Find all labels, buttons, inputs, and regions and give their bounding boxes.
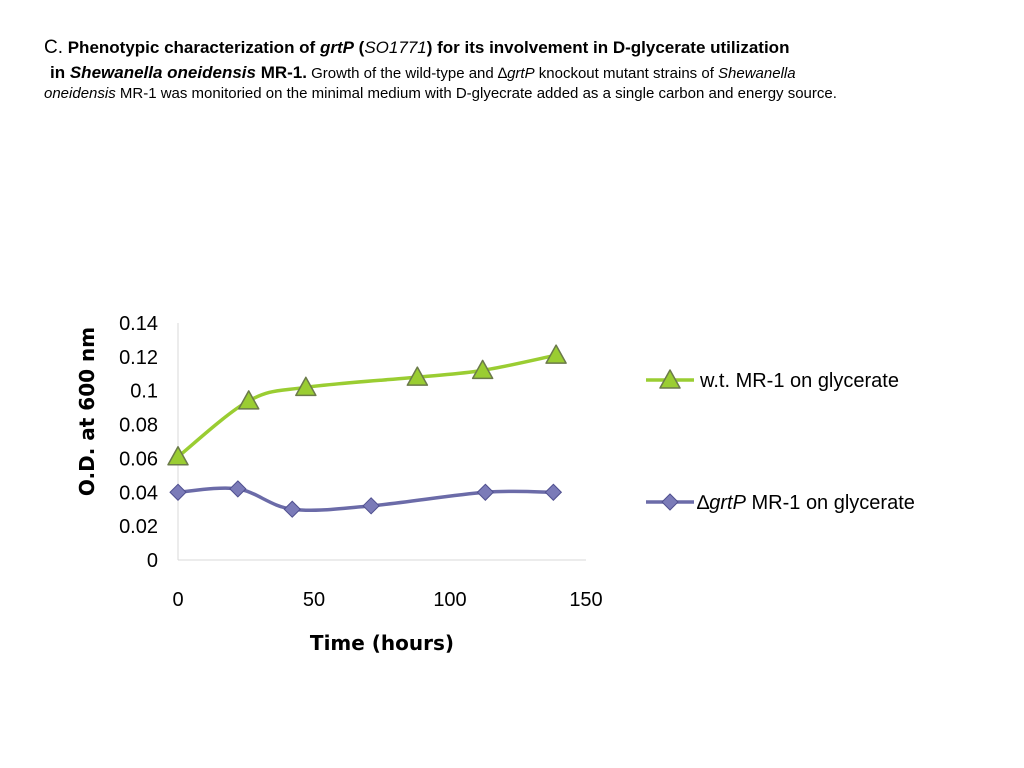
x-tick-label: 100 <box>433 589 466 611</box>
data-point-triangle <box>237 390 260 410</box>
legend-marker-diamond <box>661 493 679 511</box>
data-point-diamond <box>283 500 301 518</box>
x-tick-label: 50 <box>303 589 325 611</box>
y-tick-label: 0.02 <box>119 516 158 538</box>
data-point-diamond <box>229 480 247 498</box>
data-point-diamond <box>476 483 495 501</box>
y-tick-label: 0 <box>147 550 158 572</box>
y-tick-label: 0.06 <box>119 448 158 470</box>
caption-organism: Shewanella oneidensis <box>69 63 256 82</box>
chart-axes: 0 0.02 0.04 0.06 0.08 0.1 0.12 0.14 0 50 100 150 Tim… <box>75 313 603 655</box>
caption-text-6: Growth of the wild-type and <box>306 65 498 82</box>
caption-title-5: MR-1. <box>255 63 307 82</box>
data-point-diamond <box>544 483 563 501</box>
data-point-triangle <box>471 359 494 380</box>
caption-title-2: ( <box>353 38 365 57</box>
y-tick-label: 0.08 <box>119 415 158 437</box>
data-point-triangle <box>406 366 429 386</box>
caption-title-4: in <box>50 63 70 82</box>
caption-line-1: C. Phenotypic characterization of grtP (… <box>44 36 1004 61</box>
y-axis-title: O.D. at 600 nm <box>75 327 99 496</box>
series-line-1 <box>176 353 558 459</box>
caption-title-1: Phenotypic characterization of <box>63 38 320 57</box>
caption-organism-2b: oneidensis <box>44 85 116 102</box>
x-tick-label: 0 <box>172 589 183 611</box>
data-point-diamond <box>362 497 380 515</box>
caption-locus: SO1771 <box>364 38 427 57</box>
legend-label-1: w.t. MR-1 on glycerate <box>699 370 899 392</box>
data-point-diamond <box>169 483 187 501</box>
data-point-triangle <box>167 445 189 466</box>
data-point-triangle <box>295 376 317 397</box>
caption-title-3: ) for its involvement in D-glycerate uti… <box>426 38 790 57</box>
y-tick-label: 0.04 <box>119 482 158 504</box>
figure-caption: C. Phenotypic characterization of grtP (… <box>44 36 1004 104</box>
caption-delta: ∆ <box>497 65 508 82</box>
caption-text-7: knockout mutant strains of <box>534 65 719 82</box>
data-point-triangle <box>545 344 567 364</box>
x-tick-label: 150 <box>569 589 602 611</box>
caption-gene-2: grtP <box>507 65 535 82</box>
caption-organism-2a: Shewanella <box>718 65 796 82</box>
caption-line-2: in Shewanella oneidensis MR-1. Growth of… <box>50 61 1004 86</box>
y-tick-label: 0.12 <box>119 347 158 369</box>
caption-line-3: oneidensis MR-1 was monitoried on the mi… <box>44 84 1004 104</box>
legend-label-2: ∆grtP MR-1 on glycerate <box>697 492 915 514</box>
chart-series <box>167 344 567 518</box>
chart-legend: w.t. MR-1 on glycerate ∆grtP MR-1 on glyc… <box>646 369 915 514</box>
panel-letter: C. <box>44 37 63 58</box>
x-axis-title: Time (hours) <box>310 631 454 655</box>
legend-marker-triangle <box>659 369 681 389</box>
caption-text-8: MR-1 was monitoried on the minimal mediu… <box>115 85 837 102</box>
caption-gene: grtP <box>319 38 354 57</box>
y-tick-label: 0.1 <box>130 381 158 403</box>
y-tick-label: 0.14 <box>119 313 158 335</box>
